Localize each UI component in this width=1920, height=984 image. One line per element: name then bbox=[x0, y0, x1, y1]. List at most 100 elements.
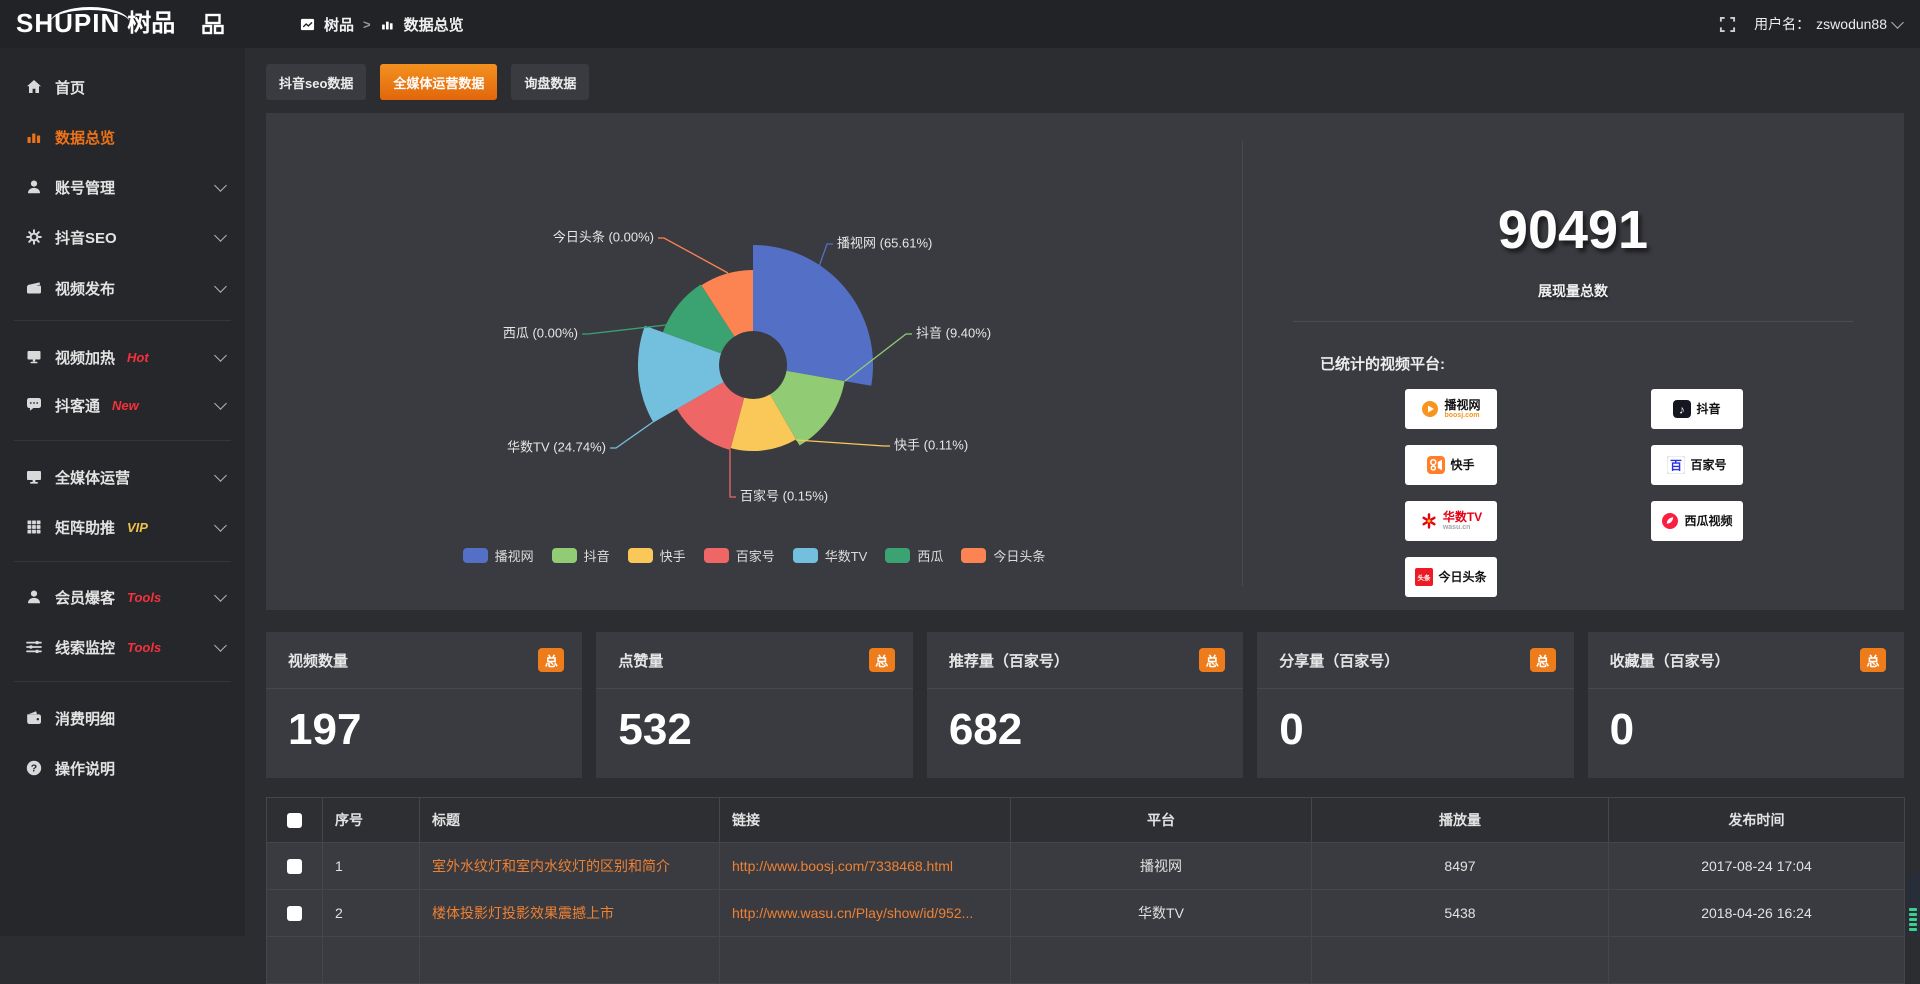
column-header: 发布时间 bbox=[1608, 797, 1905, 843]
row-url-link[interactable]: http://www.boosj.com/7338468.html bbox=[719, 842, 1011, 890]
sidebar-item-video-heat[interactable]: 视频加热 Hot bbox=[0, 332, 245, 382]
row-url-link[interactable]: http://www.wasu.cn/Play/show/id/952... bbox=[719, 889, 1011, 937]
table-row: 2 楼体投影灯投影效果震撼上市 http://www.wasu.cn/Play/sh… bbox=[266, 889, 1905, 937]
stat-card-label: 点赞量 bbox=[618, 652, 664, 670]
stat-card-4: 收藏量（百家号） 总 0 bbox=[1587, 632, 1905, 778]
indicator-bars bbox=[1909, 908, 1917, 931]
row-platform: 播视网 bbox=[1010, 842, 1312, 890]
stat-card-label: 推荐量（百家号） bbox=[948, 652, 1069, 670]
legend-item[interactable]: 今日头条 bbox=[961, 546, 1045, 565]
pie-label-line bbox=[658, 237, 729, 274]
user-menu[interactable]: 用户名： zswodun88 bbox=[1754, 14, 1904, 34]
row-views: 5438 bbox=[1311, 889, 1609, 937]
pie-slice-0[interactable] bbox=[753, 245, 874, 386]
pie-slice-4[interactable] bbox=[637, 325, 724, 423]
pie-slice-3[interactable] bbox=[676, 382, 745, 450]
topbar-right: 用户名： zswodun88 bbox=[1719, 0, 1904, 48]
legend-item[interactable]: 抖音 bbox=[551, 546, 610, 565]
platform-name: 快手 bbox=[1450, 457, 1475, 472]
data-tabs: 抖音seo数据 全媒体运营数据 询盘数据 bbox=[266, 64, 590, 100]
row-checkbox[interactable] bbox=[287, 906, 302, 922]
row-checkbox[interactable] bbox=[287, 859, 302, 875]
breadcrumb-root[interactable]: 树品 bbox=[324, 16, 355, 34]
svg-text:百: 百 bbox=[1670, 459, 1682, 473]
row-title-link[interactable]: 楼体投影灯投影效果震撼上市 bbox=[419, 889, 720, 937]
legend-swatch bbox=[885, 548, 911, 563]
sidebar-item-clue-monitor[interactable]: 线索监控 Tools bbox=[0, 622, 245, 672]
platform-name: 今日头条 bbox=[1438, 569, 1487, 584]
sidebar-item-operation-guide[interactable]: ? 操作说明 bbox=[0, 743, 245, 793]
sidebar-divider bbox=[14, 681, 231, 682]
legend-item[interactable]: 快手 bbox=[627, 546, 686, 565]
sidebar-item-home[interactable]: 首页 bbox=[0, 62, 245, 112]
boosj-icon bbox=[1421, 400, 1439, 418]
sidebar-item-label: 视频加热 bbox=[55, 349, 116, 367]
tab-all-media-data[interactable]: 全媒体运营数据 bbox=[380, 64, 498, 100]
pie-label: 今日头条 (0.00%) bbox=[553, 229, 654, 244]
question-icon: ? bbox=[25, 759, 43, 777]
pie-label-line bbox=[844, 333, 912, 382]
stat-card-header: 推荐量（百家号） 总 bbox=[926, 632, 1244, 689]
stat-card-label: 视频数量 bbox=[288, 652, 349, 670]
user-icon bbox=[25, 178, 43, 196]
fullscreen-icon[interactable] bbox=[1719, 16, 1736, 33]
column-header: 播放量 bbox=[1311, 797, 1609, 843]
video-table: 序号 标题 链接 平台 播放量 发布时间 1 室外水纹灯和室内水纹灯的区别和简介 http:/… bbox=[266, 797, 1905, 984]
tab-douyin-seo-data[interactable]: 抖音seo数据 bbox=[266, 64, 367, 100]
legend-swatch bbox=[627, 548, 653, 563]
home-icon bbox=[25, 78, 43, 96]
sidebar-item-label: 全媒体运营 bbox=[55, 469, 131, 487]
row-time: 2018-04-26 16:24 bbox=[1608, 889, 1905, 937]
total-badge: 总 bbox=[1199, 648, 1226, 672]
pie-slice-2[interactable] bbox=[730, 394, 796, 452]
sidebar-item-account-management[interactable]: 账号管理 bbox=[0, 162, 245, 212]
legend-item[interactable]: 百家号 bbox=[703, 546, 775, 565]
legend-label: 西瓜 bbox=[917, 549, 944, 564]
legend-item[interactable]: 华数TV bbox=[792, 546, 867, 565]
breadcrumb-root-icon bbox=[300, 17, 315, 32]
pie-slice-1[interactable] bbox=[770, 370, 845, 446]
legend-item[interactable]: 西瓜 bbox=[885, 546, 943, 565]
sidebar-item-douketong[interactable]: 抖客通 New bbox=[0, 380, 245, 430]
row-index: 1 bbox=[322, 842, 420, 890]
legend-swatch bbox=[551, 548, 577, 563]
topbar: SHUPIN 树品 树品 > 数据总览 用户名： zswodun88 bbox=[0, 0, 1920, 48]
stat-card-header: 点赞量 总 bbox=[596, 632, 913, 689]
sidebar-item-matrix-boost[interactable]: 矩阵助推 VIP bbox=[0, 502, 245, 552]
username-label: 用户名： bbox=[1754, 16, 1811, 32]
select-all-checkbox[interactable] bbox=[287, 813, 302, 829]
legend-item[interactable]: 播视网 bbox=[462, 546, 534, 565]
chart-icon bbox=[25, 128, 43, 146]
sidebar-item-douyin-seo[interactable]: 抖音SEO bbox=[0, 212, 245, 262]
select-all-cell bbox=[266, 797, 323, 843]
sidebar-item-all-media[interactable]: 全媒体运营 bbox=[0, 452, 245, 502]
sidebar-divider bbox=[14, 320, 231, 321]
chevron-down-icon bbox=[214, 397, 227, 410]
sidebar-item-video-publish[interactable]: 视频发布 bbox=[0, 263, 245, 313]
tab-inquiry-data[interactable]: 询盘数据 bbox=[511, 64, 590, 100]
sidebar-item-member-baoke[interactable]: 会员爆客 Tools bbox=[0, 572, 245, 622]
pie-slice-5[interactable] bbox=[662, 284, 735, 354]
summary-section: 90491 展现量总数 已统计的视频平台: 播视网 boosj.com ♪ 抖音 快手 百… bbox=[1242, 113, 1904, 610]
platform-subtext: wasu.cn bbox=[1442, 523, 1471, 531]
legend-swatch bbox=[792, 548, 818, 563]
sidebar-item-label: 账号管理 bbox=[55, 179, 116, 197]
sliders-icon bbox=[25, 638, 43, 656]
platform-badge-wasu: 华数TV wasu.cn bbox=[1405, 501, 1497, 541]
sidebar-item-consume-detail[interactable]: 消费明细 bbox=[0, 693, 245, 743]
indicator-widget[interactable] bbox=[1907, 873, 1920, 936]
sidebar-item-data-overview[interactable]: 数据总览 bbox=[0, 112, 245, 162]
pie-slice-6[interactable] bbox=[701, 270, 753, 337]
logo-text-cn: 树品 bbox=[127, 10, 176, 37]
baijiahao-icon: 百 bbox=[1667, 456, 1686, 474]
svg-text:头条: 头条 bbox=[1418, 573, 1432, 582]
sidebar-item-label: 首页 bbox=[55, 79, 86, 97]
logo: SHUPIN 树品 bbox=[16, 7, 176, 38]
wasu-icon bbox=[1420, 512, 1438, 530]
impressions-total-value: 90491 bbox=[1497, 200, 1649, 260]
menu-collapse-icon[interactable] bbox=[201, 12, 225, 36]
user-icon bbox=[25, 588, 43, 606]
row-title-link[interactable]: 室外水纹灯和室内水纹灯的区别和简介 bbox=[419, 842, 720, 890]
row-platform: 华数TV bbox=[1010, 889, 1312, 937]
